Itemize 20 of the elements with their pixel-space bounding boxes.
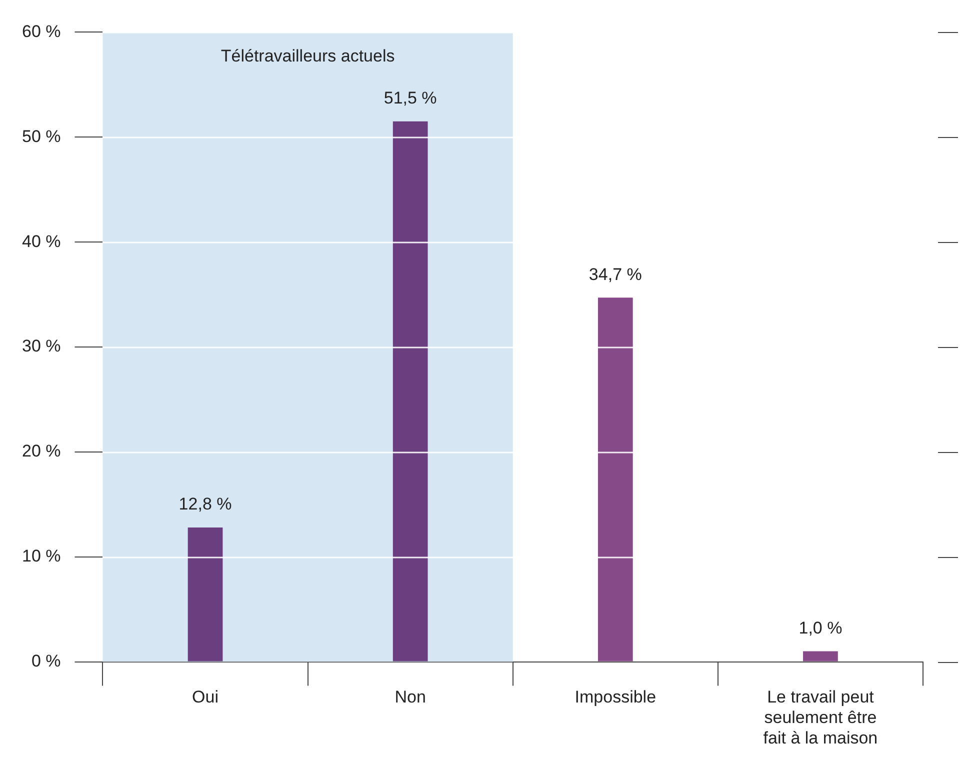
y-tick-label: 30 % — [22, 336, 61, 356]
y-tick-label: 40 % — [22, 232, 61, 251]
y-tick-label: 0 % — [31, 651, 61, 670]
data-label: 1,0 % — [798, 618, 842, 638]
data-label: 12,8 % — [178, 494, 232, 514]
bar — [188, 527, 223, 662]
y-tick-label: 50 % — [22, 126, 61, 146]
data-label: 34,7 % — [588, 264, 642, 284]
bar — [598, 298, 633, 662]
x-tick-label: Oui — [192, 688, 219, 707]
x-tick-label: Le travail peut seulement être fait à la maison — [763, 688, 878, 748]
x-tick-label: Impossible — [574, 688, 656, 707]
bar — [803, 651, 838, 662]
y-tick-label: 10 % — [22, 546, 61, 566]
y-tick-label: 20 % — [22, 442, 61, 461]
band-label: Télétravailleurs actuels — [220, 46, 395, 66]
data-label: 51,5 % — [384, 88, 437, 108]
x-tick-label: Non — [394, 688, 426, 707]
bar — [392, 121, 428, 662]
y-tick-label: 60 % — [22, 22, 61, 41]
